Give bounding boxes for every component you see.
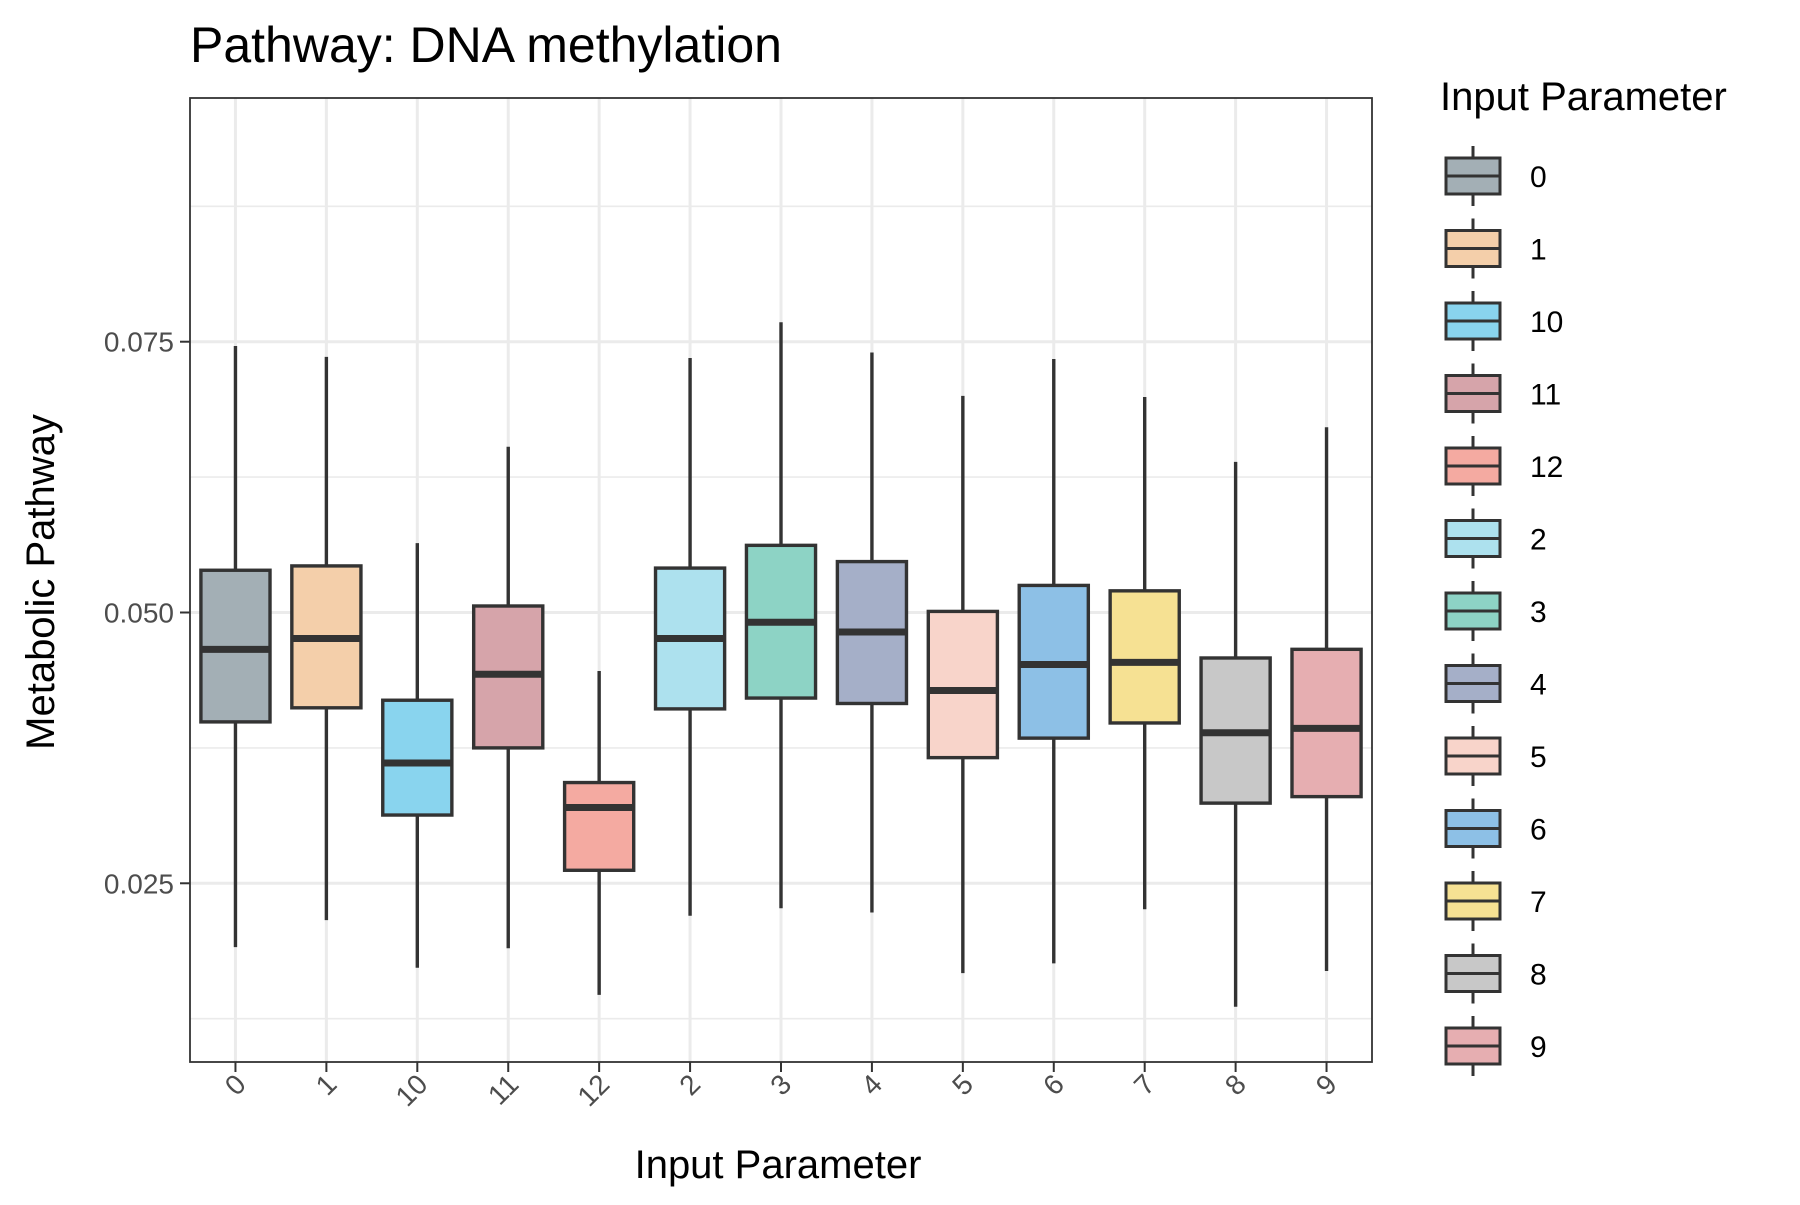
box-9: [1290, 427, 1363, 972]
box-iqr: [381, 698, 454, 817]
box-iqr: [926, 609, 1000, 760]
legend-item-9: 9: [1444, 1016, 1547, 1076]
legend-title: Input Parameter: [1440, 75, 1727, 119]
y-tick-label: 0.075: [104, 327, 174, 358]
box-10: [381, 543, 454, 968]
x-tick-label: 12: [571, 1068, 615, 1112]
legend-label: 0: [1530, 161, 1547, 194]
legend-label: 1: [1530, 234, 1547, 267]
box-iqr: [1290, 647, 1363, 799]
legend-item-1: 1: [1444, 218, 1547, 279]
box-12: [562, 670, 636, 995]
x-tick-label: 4: [855, 1068, 888, 1101]
legend-label: 7: [1530, 886, 1547, 919]
legend-item-4: 4: [1444, 653, 1547, 714]
x-tick-label: 3: [764, 1068, 797, 1101]
box-iqr: [1108, 589, 1181, 725]
plot-area: 0.025 0.050 0.075 0 1 10 11 12 2 3 4 5 6 7 8 9: [104, 97, 1373, 1112]
box-2: [653, 357, 727, 916]
legend-label: 2: [1530, 524, 1547, 557]
legend-label: 6: [1530, 814, 1547, 847]
box-1: [290, 356, 363, 921]
x-tick-label: 6: [1037, 1068, 1070, 1101]
box-7: [1108, 396, 1181, 910]
legend-label: 5: [1530, 741, 1547, 774]
legend-item-11: 11: [1444, 363, 1561, 424]
legend-label: 3: [1530, 596, 1547, 629]
legend-item-10: 10: [1444, 291, 1563, 351]
legend-item-7: 7: [1444, 871, 1547, 931]
box-5: [926, 395, 1000, 974]
box-3: [744, 322, 818, 909]
legend-item-2: 2: [1444, 508, 1547, 569]
x-tick-label: 0: [219, 1068, 252, 1101]
legend-label: 11: [1530, 379, 1561, 412]
x-tick-label: 1: [310, 1068, 343, 1101]
legend-item-12: 12: [1444, 436, 1563, 496]
box-0: [199, 346, 272, 948]
legend-label: 9: [1530, 1031, 1547, 1064]
legend: 0 1 10 11 12 2 3 4 5 6 7 8 9: [1444, 146, 1563, 1076]
y-axis-title: Metabolic Pathway: [19, 414, 63, 750]
box-4: [835, 352, 909, 913]
x-tick-label: 5: [946, 1068, 979, 1101]
legend-label: 8: [1530, 959, 1547, 992]
box-8: [1199, 461, 1272, 1007]
x-tick-label: 10: [390, 1068, 434, 1112]
x-tick-label: 8: [1219, 1068, 1252, 1101]
box-11: [471, 446, 545, 949]
x-tick-label: 2: [673, 1068, 706, 1101]
legend-label: 10: [1530, 306, 1563, 339]
legend-item-8: 8: [1444, 943, 1547, 1004]
legend-label: 12: [1530, 451, 1563, 484]
x-tick-label: 11: [482, 1068, 524, 1110]
x-axis-title: Input Parameter: [635, 1143, 922, 1187]
legend-item-5: 5: [1444, 726, 1547, 786]
box-6: [1017, 359, 1091, 964]
box-iqr: [562, 780, 636, 872]
x-tick-label: 9: [1310, 1068, 1343, 1101]
legend-item-6: 6: [1444, 798, 1547, 859]
y-tick-label: 0.050: [104, 597, 174, 628]
chart-title: Pathway: DNA methylation: [190, 17, 782, 73]
x-tick-label: 7: [1128, 1068, 1161, 1101]
legend-item-0: 0: [1444, 146, 1547, 206]
legend-item-3: 3: [1444, 581, 1547, 641]
legend-label: 4: [1530, 669, 1547, 702]
y-tick-label: 0.025: [104, 868, 174, 899]
